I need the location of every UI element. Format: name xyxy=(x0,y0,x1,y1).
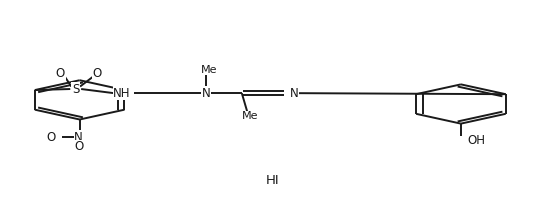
Text: OH: OH xyxy=(467,134,485,147)
Text: N: N xyxy=(202,87,211,100)
Text: Me: Me xyxy=(201,65,217,75)
Text: O: O xyxy=(93,67,102,80)
Text: S: S xyxy=(72,83,79,95)
Text: HI: HI xyxy=(266,174,280,187)
Text: Me: Me xyxy=(242,111,258,121)
Text: N: N xyxy=(290,87,299,100)
Text: N: N xyxy=(74,131,83,144)
Text: O: O xyxy=(47,131,56,144)
Text: NH: NH xyxy=(113,87,130,100)
Text: O: O xyxy=(56,67,65,80)
Text: O: O xyxy=(74,140,83,154)
